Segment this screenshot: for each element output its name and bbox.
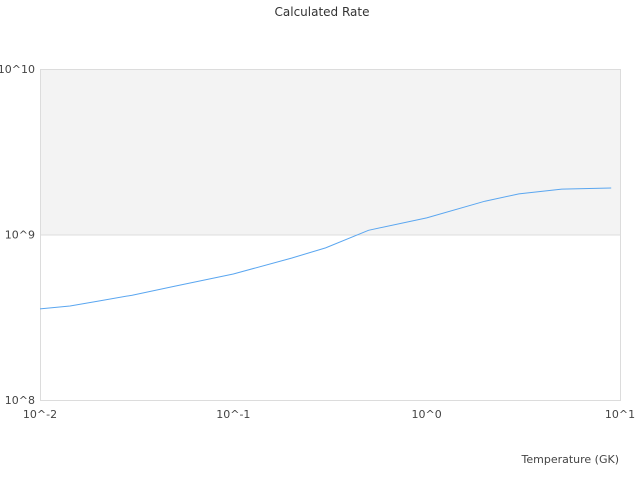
shaded-band [40, 69, 620, 235]
y-tick-label: 10^9 [5, 229, 35, 242]
x-tick-label: 10^-1 [216, 408, 250, 421]
chart-title: Calculated Rate [275, 5, 370, 19]
series-line [39, 187, 612, 310]
x-tick-label: 10^1 [605, 408, 635, 421]
x-tick-label: 10^-2 [23, 408, 57, 421]
x-axis-label: Temperature (GK) [521, 453, 620, 466]
y-tick-label: 10^10 [0, 63, 35, 76]
x-tick-label: 10^0 [412, 408, 442, 421]
y-tick-label: 10^8 [5, 394, 35, 407]
